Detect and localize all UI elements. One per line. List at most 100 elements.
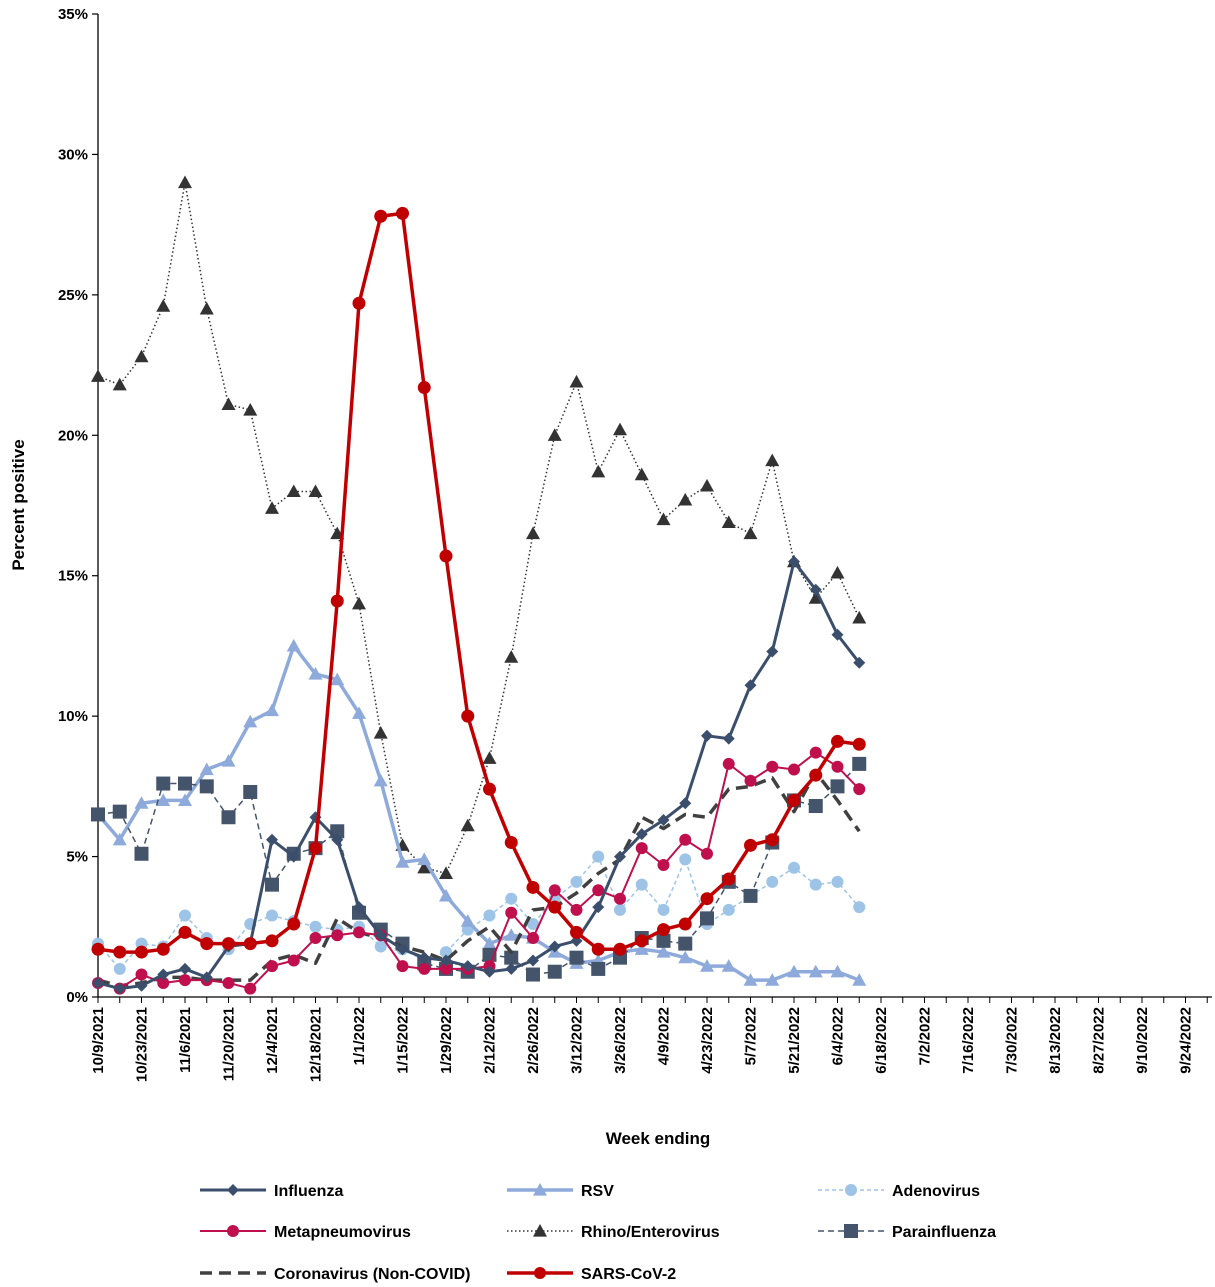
- data-point-rsv: [765, 973, 780, 986]
- data-point-influenza: [483, 965, 496, 978]
- x-tick-label: 3/12/2022: [569, 1007, 586, 1074]
- legend-label: RSV: [581, 1183, 614, 1200]
- data-point-rsv: [178, 793, 192, 806]
- series-rsv: [91, 638, 867, 986]
- data-point-parainfluenza: [700, 911, 714, 926]
- legend-label: Coronavirus (Non-COVID): [274, 1266, 470, 1283]
- data-point-rhino-enterovirus: [743, 526, 758, 540]
- data-point-rhino-enterovirus: [439, 866, 453, 880]
- data-point-influenza: [592, 901, 605, 914]
- y-tick-label: 5%: [66, 849, 88, 866]
- data-point-parainfluenza: [678, 936, 693, 951]
- data-point-metapneumovirus: [766, 760, 779, 773]
- x-tick-label: 6/18/2022: [873, 1007, 890, 1074]
- data-point-metapneumovirus: [809, 746, 822, 759]
- y-tick-label: 0%: [66, 989, 88, 1006]
- data-point-metapneumovirus: [418, 962, 431, 975]
- data-point-metapneumovirus: [505, 906, 518, 919]
- data-point-rsv: [221, 754, 236, 767]
- data-point-parainfluenza: [743, 888, 758, 903]
- data-point-rhino-enterovirus: [656, 512, 671, 526]
- data-point-rhino-enterovirus: [112, 377, 127, 391]
- data-point-metapneumovirus: [222, 976, 235, 989]
- data-point-metapneumovirus: [331, 929, 344, 942]
- data-point-metapneumovirus: [722, 757, 735, 770]
- data-point-influenza: [788, 555, 800, 568]
- legend-label: Rhino/Enterovirus: [581, 1224, 720, 1241]
- x-tick-label: 2/26/2022: [525, 1007, 542, 1074]
- data-point-sars-cov-2: [787, 793, 801, 807]
- data-point-adenovirus: [722, 903, 735, 916]
- data-point-parainfluenza: [199, 779, 214, 794]
- data-point-influenza: [766, 645, 779, 658]
- data-point-rhino-enterovirus: [91, 369, 105, 382]
- data-point-parainfluenza: [591, 961, 606, 976]
- data-point-rsv: [439, 888, 453, 902]
- data-point-influenza: [614, 850, 626, 863]
- x-tick-label: 8/13/2022: [1047, 1007, 1064, 1074]
- data-point-adenovirus: [766, 875, 779, 888]
- data-point-sars-cov-2: [678, 917, 692, 931]
- data-point-rsv: [634, 942, 649, 955]
- data-point-sars-cov-2: [570, 925, 583, 939]
- x-tick-label: 2/12/2022: [482, 1007, 499, 1074]
- x-tick-label: 6/4/2022: [830, 1007, 847, 1065]
- data-point-rsv: [830, 964, 845, 978]
- data-point-rhino-enterovirus: [526, 526, 540, 540]
- data-point-metapneumovirus: [592, 884, 605, 897]
- x-tick-label: 5/7/2022: [743, 1007, 760, 1065]
- data-point-rsv: [460, 914, 475, 927]
- data-point-rhino-enterovirus: [221, 397, 236, 410]
- data-point-metapneumovirus: [440, 962, 452, 975]
- data-point-parainfluenza: [134, 846, 149, 861]
- data-point-sars-cov-2: [439, 549, 453, 563]
- data-point-rhino-enterovirus: [352, 596, 366, 610]
- data-point-rhino-enterovirus: [700, 478, 714, 492]
- series-line-parainfluenza: [97, 763, 860, 976]
- data-point-influenza: [440, 954, 452, 967]
- data-point-sars-cov-2: [309, 841, 322, 855]
- data-point-sars-cov-2: [722, 872, 736, 886]
- data-point-adenovirus: [592, 850, 605, 863]
- data-point-sars-cov-2: [744, 838, 757, 852]
- series-rhino-enterovirus: [91, 175, 867, 880]
- axes: [97, 14, 1212, 998]
- data-point-metapneumovirus: [548, 884, 561, 897]
- data-point-influenza: [374, 929, 387, 942]
- data-point-adenovirus: [179, 909, 191, 922]
- y-tick-label: 35%: [58, 6, 88, 23]
- series-sars-cov-2: [91, 206, 866, 959]
- series-line-rhino-enterovirus: [97, 181, 860, 875]
- x-tick-label: 7/2/2022: [917, 1007, 934, 1065]
- series-adenovirus: [92, 850, 866, 975]
- legend-item-rsv: RSV: [507, 1183, 614, 1200]
- data-point-adenovirus: [527, 917, 539, 930]
- x-tick-label: 11/6/2021: [177, 1007, 194, 1073]
- data-point-influenza: [505, 962, 518, 975]
- data-point-sars-cov-2: [809, 768, 823, 782]
- data-point-rsv: [112, 832, 127, 846]
- data-point-influenza: [92, 976, 104, 989]
- data-point-sars-cov-2: [287, 917, 301, 931]
- data-point-parainfluenza: [808, 799, 823, 814]
- data-point-rhino-enterovirus: [765, 453, 780, 467]
- data-point-influenza: [635, 828, 648, 841]
- y-tick-label: 15%: [58, 568, 88, 585]
- data-point-metapneumovirus: [157, 976, 170, 989]
- legend-marker: [227, 1225, 239, 1237]
- data-point-parainfluenza: [852, 756, 867, 771]
- data-point-parainfluenza: [265, 877, 279, 892]
- data-point-parainfluenza: [178, 776, 192, 791]
- data-point-rhino-enterovirus: [199, 301, 214, 315]
- data-point-influenza: [331, 833, 344, 846]
- data-point-rhino-enterovirus: [308, 484, 323, 498]
- data-point-metapneumovirus: [788, 763, 800, 776]
- data-point-sars-cov-2: [548, 900, 562, 914]
- x-tick-label: 12/4/2021: [264, 1007, 281, 1074]
- x-tick-label: 4/9/2022: [656, 1007, 673, 1065]
- data-point-metapneumovirus: [244, 982, 257, 995]
- y-axis-title: Percent positive: [9, 439, 28, 570]
- data-point-metapneumovirus: [527, 932, 539, 945]
- data-point-rhino-enterovirus: [265, 501, 279, 514]
- data-point-sars-cov-2: [113, 945, 127, 959]
